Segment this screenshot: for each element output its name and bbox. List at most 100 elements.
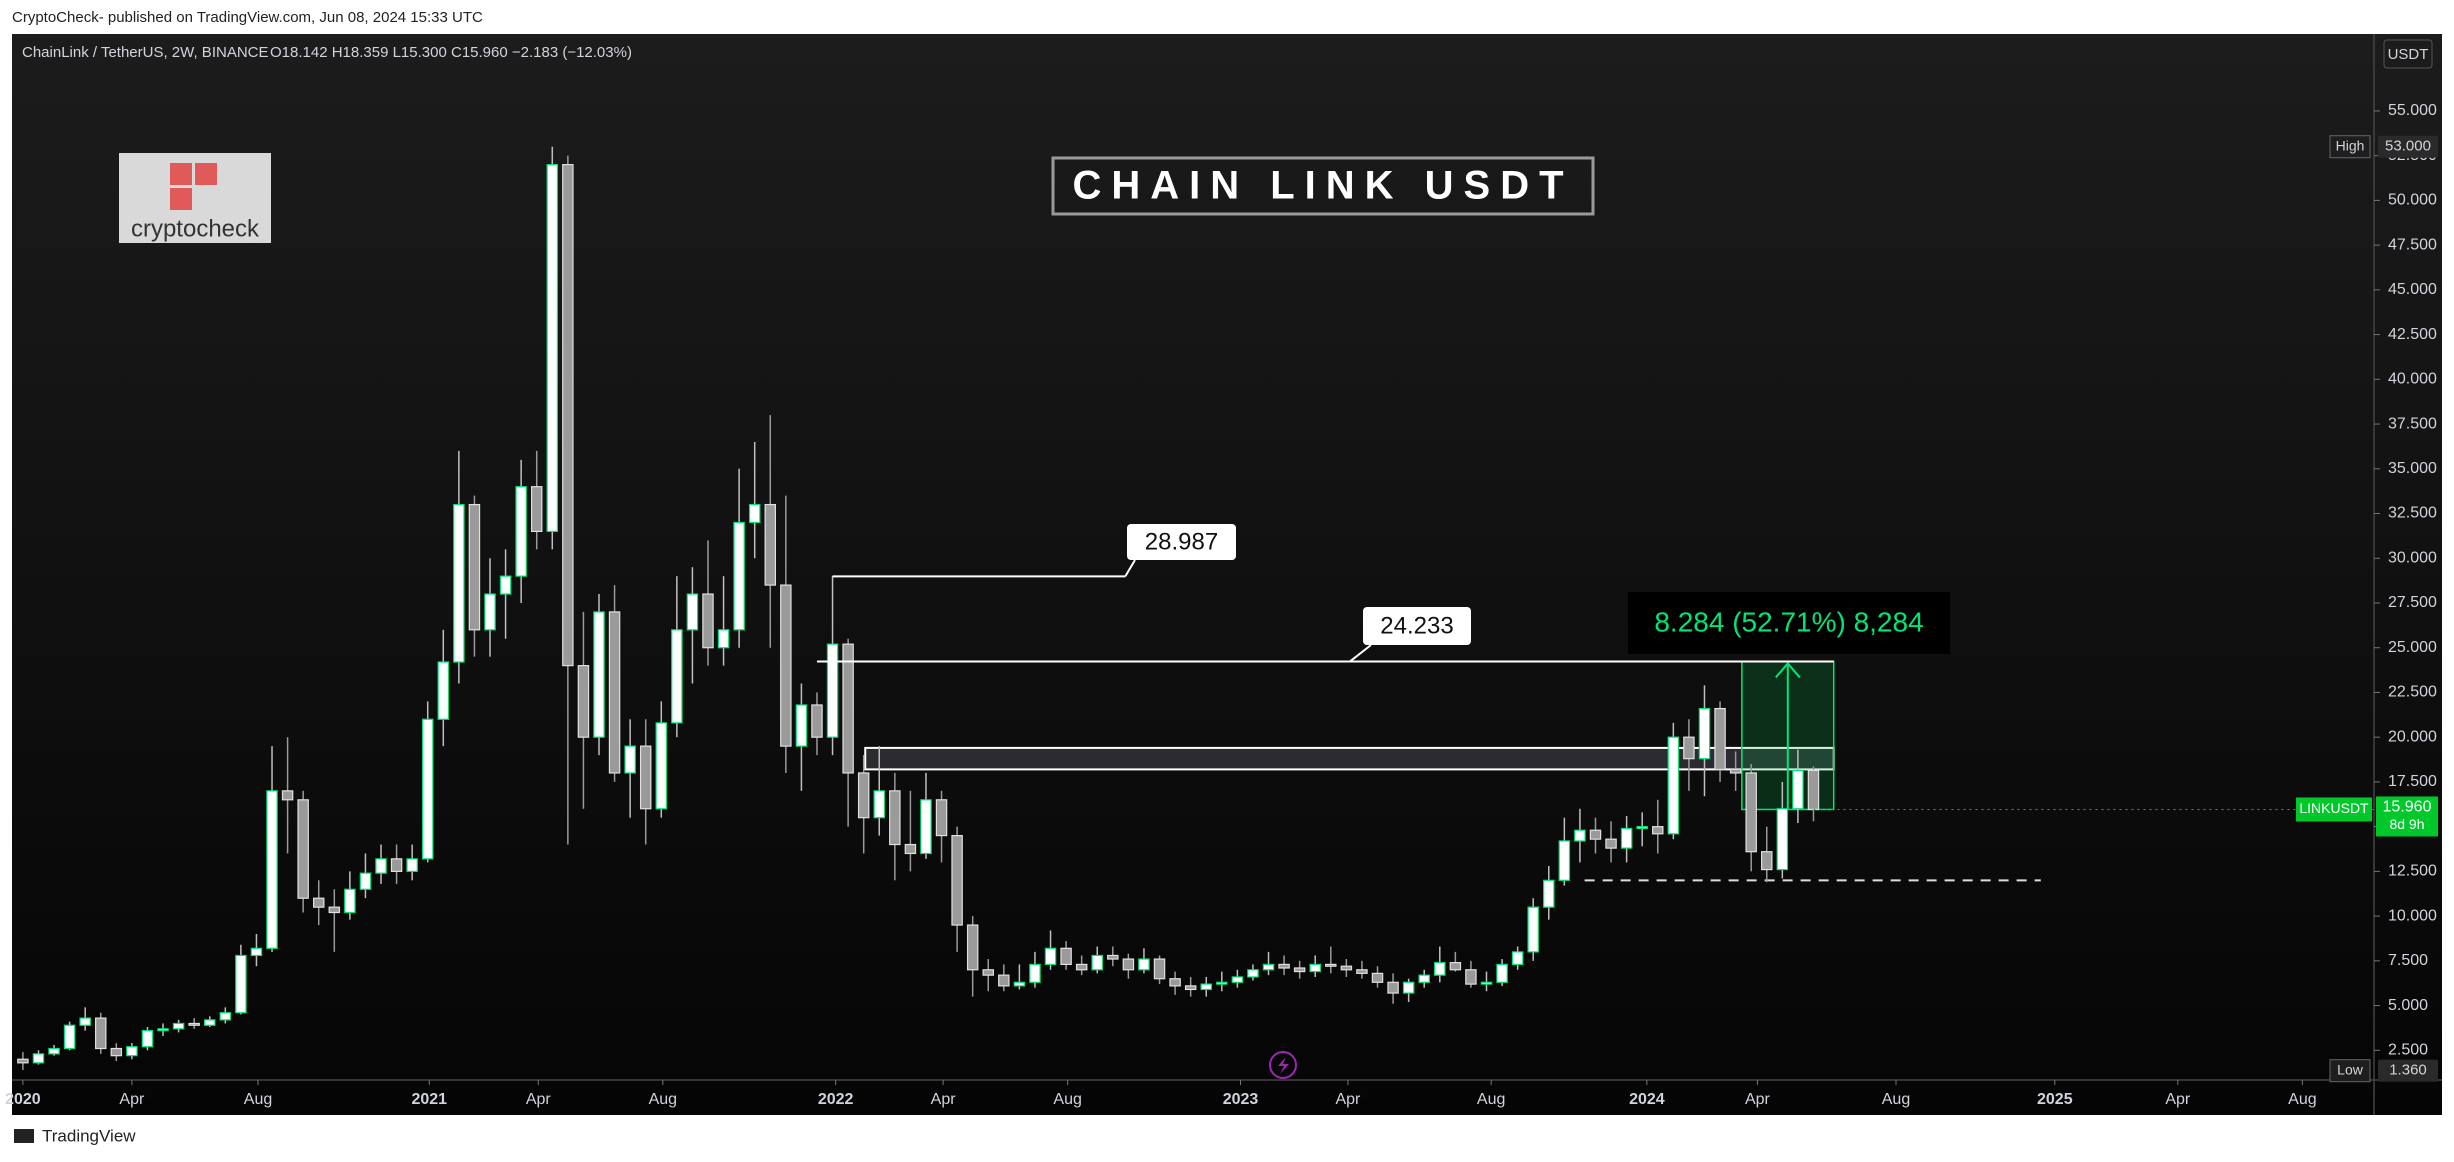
candle-body: [1371, 972, 1384, 983]
candle-body: [17, 1058, 29, 1064]
candle-body: [1745, 772, 1757, 853]
candle-body: [1465, 969, 1477, 985]
candle-body: [951, 834, 963, 926]
candle-body: [1107, 954, 1119, 960]
candle-body: [437, 661, 450, 720]
y-tick-label: 20.000: [2388, 728, 2437, 745]
candle-body: [1060, 947, 1072, 966]
marker-label: High: [2336, 137, 2365, 153]
candle-body: [1184, 985, 1197, 991]
candle-body: [966, 924, 979, 971]
candle-body: [1325, 963, 1337, 967]
x-tick-label: Aug: [1053, 1091, 1081, 1108]
title-box: [1051, 156, 1595, 216]
y-tick-label: 5.000: [2388, 997, 2428, 1014]
x-tick-label: Apr: [119, 1091, 145, 1108]
x-tick-label: Apr: [931, 1091, 957, 1108]
candle-body: [1605, 838, 1617, 849]
logo: cryptocheck: [119, 153, 271, 243]
candle-body: [842, 643, 854, 774]
y-tick-label: 40.000: [2388, 371, 2437, 388]
chart-title: CHAIN LINK USDT: [1072, 164, 1573, 208]
candle-body: [1589, 829, 1602, 840]
candle-body: [530, 486, 543, 533]
candle-body: [499, 575, 512, 595]
y-tick-label: 12.500: [2388, 863, 2437, 880]
candle-body: [110, 1047, 123, 1057]
y-tick-label: 37.500: [2388, 415, 2437, 432]
candle-body: [1667, 736, 1680, 835]
candle-body: [297, 799, 309, 899]
candle-body: [920, 799, 932, 855]
candle-body: [1527, 906, 1539, 953]
logo-square: [170, 188, 192, 210]
candle-body: [1278, 963, 1290, 969]
symbol: ChainLink / TetherUS, 2W, BINANCE: [22, 44, 269, 61]
candle-body: [219, 1012, 232, 1021]
currency-box: [2383, 39, 2433, 69]
annotation-label: 24.233: [1380, 612, 1453, 639]
x-tick-label: 2025: [2037, 1091, 2073, 1108]
candle-body: [266, 790, 278, 949]
candle-body: [655, 722, 668, 810]
candle-body: [1652, 826, 1664, 835]
x-tick-label: 2020: [5, 1091, 41, 1108]
x-tick-label: Aug: [1477, 1091, 1505, 1108]
annotation-pointer: [1124, 559, 1136, 577]
y-tick-label: 17.500: [2388, 773, 2437, 790]
marker-value-bg: [2378, 1059, 2438, 1082]
candle-body: [1200, 983, 1212, 991]
candle-body: [453, 503, 465, 663]
measure-label: 8.284 (52.71%) 8,284: [1654, 606, 1923, 637]
y-tick-label: 50.000: [2388, 192, 2437, 209]
y-tick-label: 35.000: [2388, 460, 2437, 477]
candle-body: [889, 790, 901, 846]
candle-body: [188, 1022, 200, 1026]
candle-body: [281, 790, 294, 801]
candle-body: [1449, 962, 1462, 971]
candle-body: [733, 521, 745, 631]
candle-body: [63, 1024, 76, 1050]
price-tag-name: LINKUSDT: [2299, 800, 2369, 816]
candle-body: [1091, 954, 1103, 971]
candle-body: [873, 790, 885, 819]
candle-body: [1309, 963, 1321, 973]
measure-label-bg: [1628, 592, 1950, 654]
logo-square: [170, 163, 192, 185]
marker-value: 1.360: [2389, 1062, 2427, 1079]
x-tick-label: Apr: [526, 1091, 552, 1108]
candle-body: [593, 611, 605, 738]
candle-body: [1434, 962, 1446, 976]
measure-arrow-head: [1775, 661, 1801, 679]
candle-body: [1169, 978, 1181, 987]
candle-body: [1231, 976, 1244, 983]
alert-icon: [1269, 1051, 1297, 1079]
candle-body: [998, 974, 1010, 987]
annotation-box: [1363, 607, 1471, 645]
x-tick-label: Aug: [1882, 1091, 1910, 1108]
annotation-label: 28.987: [1145, 528, 1218, 555]
candle-body: [1122, 958, 1135, 971]
candle-body: [1216, 981, 1228, 985]
candle-body: [1543, 879, 1555, 908]
candle-body: [390, 858, 403, 872]
candle-body: [1761, 851, 1773, 871]
alert-bolt: [1278, 1057, 1289, 1074]
candle-body: [717, 629, 730, 649]
candle-body: [421, 718, 434, 860]
candle-body: [1496, 963, 1508, 983]
x-tick-label: 2023: [1223, 1091, 1259, 1108]
candle-body: [375, 858, 387, 874]
y-tick-label: 27.500: [2388, 594, 2437, 611]
candle-body: [826, 643, 839, 738]
candle-body: [344, 888, 356, 914]
candle-body: [1792, 769, 1804, 810]
price-tag-value: 15.960: [2383, 799, 2432, 816]
candle-body: [1013, 981, 1026, 987]
x-tick-label: 2022: [818, 1091, 854, 1108]
candle-body: [1620, 827, 1633, 849]
candle-body: [562, 164, 574, 667]
y-tick-label: 22.500: [2388, 684, 2437, 701]
